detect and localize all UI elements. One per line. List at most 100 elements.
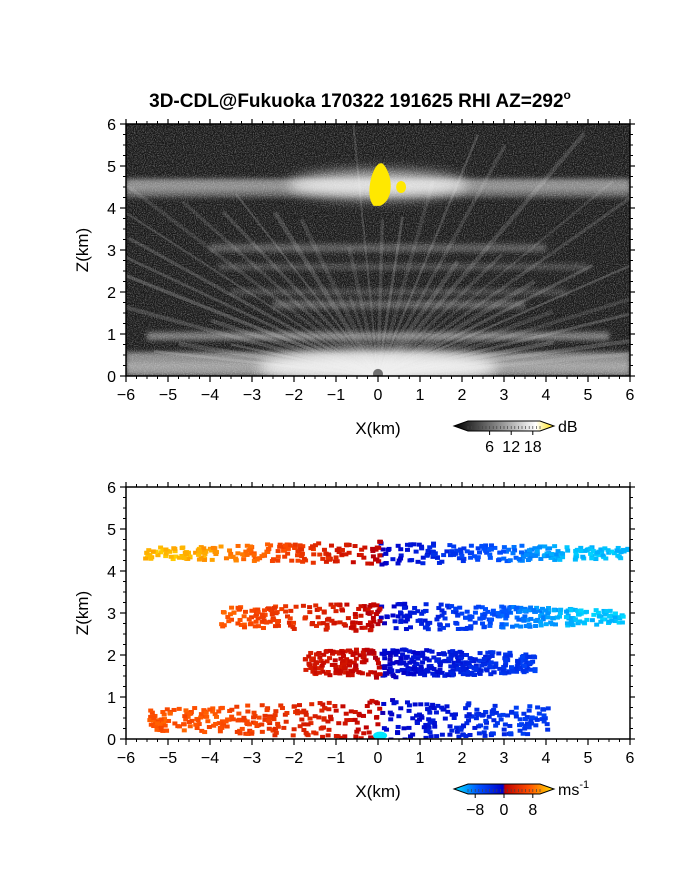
velocity-pixel [173,554,179,559]
velocity-pixel [379,604,385,609]
velocity-pixel [245,703,251,708]
velocity-pixel [528,660,534,665]
velocity-pixel [437,661,443,666]
velocity-pixel [196,722,202,727]
velocity-origin-patch [373,731,388,739]
velocity-pixel [587,546,593,551]
velocity-pixel [372,670,378,675]
velocity-pixel [589,556,595,561]
velocity-pixel [431,721,437,726]
velocity-pixel [519,543,525,548]
velocity-pixel [290,624,296,629]
velocity-pixel [243,549,249,554]
velocity-pixel [291,626,297,631]
velocity-pixel [588,551,594,556]
velocity-pixel [429,666,435,671]
velocity-pixel [506,670,512,675]
velocity-pixel [378,615,384,620]
velocity-pixel [468,555,474,560]
velocity-pixel [426,707,432,712]
velocity-pixel [430,554,436,559]
velocity-pixel [328,717,334,722]
velocity-pixel [163,554,169,559]
velocity-pixel [309,622,315,627]
velocity-pixel [422,618,428,623]
velocity-pixel [418,664,424,669]
top-beam-streak [376,216,404,376]
velocity-pixel [233,556,239,561]
velocity-pixel [343,552,349,557]
velocity-pixel [503,622,509,627]
velocity-pixel [186,719,192,724]
velocity-pixel [406,703,412,708]
velocity-pixel [441,610,447,615]
velocity-pixel [568,620,574,625]
velocity-pixel [390,613,396,618]
velocity-pixel [167,549,173,554]
velocity-pixel [399,667,405,672]
velocity-pixel [485,609,491,614]
velocity-pixel [361,731,367,736]
velocity-pixel [427,730,433,735]
velocity-pixel [483,725,489,730]
bottom-x-tick-label: 1 [416,750,425,767]
velocity-pixel [501,545,507,550]
velocity-pixel [412,605,418,610]
velocity-pixel [466,712,472,717]
velocity-pixel [516,617,522,622]
velocity-pixel [524,549,530,554]
velocity-pixel [358,613,364,618]
velocity-pixel [266,719,272,724]
velocity-pixel [403,662,409,667]
velocity-pixel [294,708,300,713]
velocity-pixel [303,615,309,620]
velocity-pixel [519,558,525,563]
velocity-pixel [461,667,467,672]
velocity-pixel [256,715,262,720]
velocity-pixel [284,614,290,619]
velocity-pixel [487,621,493,626]
velocity-pixel [244,721,250,726]
top-y-tick-label: 4 [107,201,116,218]
velocity-pixel [463,666,469,671]
velocity-pixel [419,621,425,626]
velocity-pixel [366,651,372,656]
velocity-pixel [460,732,466,737]
velocity-pixel [532,655,538,660]
velocity-pixel [485,658,491,663]
velocity-pixel [218,544,224,549]
velocity-pixel [493,664,499,669]
velocity-pixel [526,725,532,730]
velocity-pixel [593,608,599,613]
velocity-pixel [359,660,365,665]
bottom-x-tick-label: 3 [500,750,509,767]
velocity-pixel [450,609,456,614]
velocity-pixel [307,605,313,610]
velocity-pixel [402,737,408,739]
velocity-pixel [303,712,309,717]
velocity-pixel [518,665,524,670]
velocity-pixel [300,559,306,564]
velocity-pixel [333,609,339,614]
velocity-layers [143,539,630,739]
velocity-pixel [403,627,409,632]
velocity-pixel [318,621,324,626]
velocity-pixel [248,548,254,553]
velocity-pixel [541,719,547,724]
velocity-pixel [338,664,344,669]
velocity-pixel [357,653,363,658]
velocity-pixel [158,545,164,550]
velocity-pixel [223,556,229,561]
velocity-pixel [474,712,480,717]
velocity-pixel [437,627,443,632]
velocity-pixel [538,623,544,628]
velocity-pixel [147,553,153,558]
velocity-pixel [274,610,280,615]
top-beam-streak [377,180,614,376]
velocity-pixel [555,549,561,554]
velocity-pixel [528,605,534,610]
velocity-pixel [340,608,346,613]
velocity-pixel [477,668,483,673]
velocity-pixel [437,663,443,668]
bottom-x-tick-label: −1 [327,750,345,767]
